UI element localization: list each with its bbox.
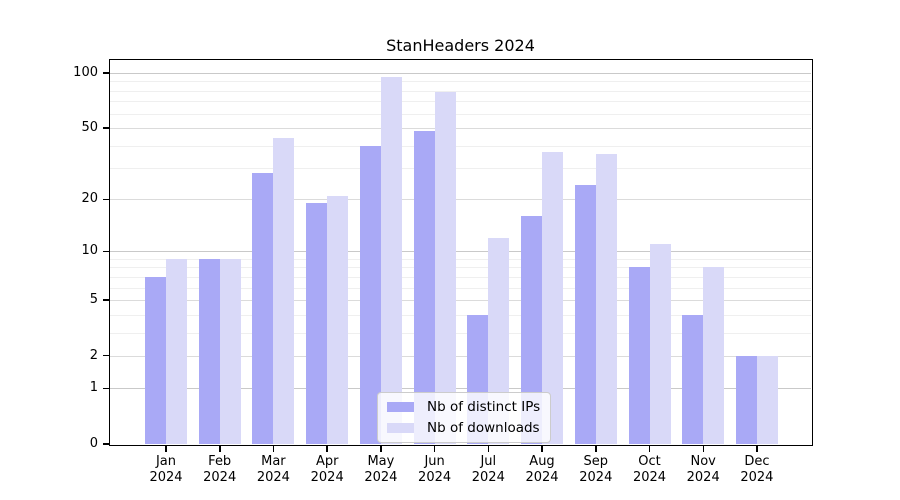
minor-gridline <box>110 90 811 92</box>
major-gridline <box>110 388 811 390</box>
bar <box>327 195 349 444</box>
y-axis-tick <box>102 127 109 129</box>
bar <box>756 355 778 444</box>
bar <box>682 314 704 444</box>
y-tick-label: 50 <box>81 119 98 135</box>
minor-gridline <box>110 81 811 83</box>
minor-gridline <box>110 314 811 316</box>
x-axis-tick <box>326 445 328 452</box>
x-axis-tick <box>165 445 167 452</box>
bar <box>359 145 381 444</box>
x-tick-label: Dec 2024 <box>740 454 774 485</box>
bar <box>574 185 596 444</box>
minor-gridline <box>110 267 811 269</box>
major-gridline <box>110 73 811 74</box>
x-axis-tick <box>756 445 758 452</box>
minor-gridline <box>110 258 811 260</box>
major-gridline <box>110 251 811 253</box>
bar <box>628 267 650 444</box>
major-gridline <box>110 127 811 129</box>
minor-gridline <box>110 332 811 334</box>
bar <box>380 77 402 444</box>
y-tick-label: 2 <box>89 347 98 363</box>
x-tick-label: Oct 2024 <box>632 454 667 485</box>
y-axis-tick <box>102 198 109 200</box>
x-axis-tick <box>272 445 275 452</box>
legend-swatch-distinct-ips <box>387 402 414 412</box>
legend-label-distinct-ips: Nb of distinct IPs <box>427 399 541 415</box>
x-axis-tick <box>595 445 597 452</box>
y-axis-tick <box>102 387 109 389</box>
bar <box>595 153 617 444</box>
x-tick-label: Apr 2024 <box>310 454 344 485</box>
minor-gridline <box>110 287 811 289</box>
bar <box>542 151 563 444</box>
x-tick-label: Nov 2024 <box>686 454 720 485</box>
bar <box>306 203 328 444</box>
legend-item-downloads: Nb of downloads <box>387 420 540 436</box>
minor-gridline <box>110 167 811 169</box>
minor-gridline <box>110 101 811 103</box>
y-tick-label: 0 <box>89 436 98 451</box>
bar <box>273 138 295 444</box>
bar <box>198 258 220 444</box>
y-tick-label: 10 <box>81 243 98 259</box>
legend: Nb of distinct IPs Nb of downloads <box>377 392 552 443</box>
x-axis-tick <box>541 445 543 452</box>
chart-title: StanHeaders 2024 <box>386 36 535 55</box>
y-tick-label: 20 <box>81 191 98 207</box>
legend-item-distinct-ips: Nb of distinct IPs <box>387 399 540 415</box>
major-gridline <box>110 300 811 301</box>
x-tick-label: Jan 2024 <box>149 454 183 485</box>
bar <box>735 355 757 444</box>
x-axis-tick <box>380 445 382 452</box>
minor-gridline <box>110 113 811 115</box>
bar <box>434 91 456 444</box>
legend-swatch-downloads <box>387 423 414 433</box>
x-axis-tick <box>648 445 651 452</box>
x-tick-label: Mar 2024 <box>256 454 290 485</box>
y-tick-label: 100 <box>73 65 98 80</box>
bar <box>413 131 435 444</box>
y-tick-label: 5 <box>89 292 98 307</box>
bar <box>703 267 725 444</box>
minor-gridline <box>110 276 811 278</box>
y-axis-tick <box>102 299 109 301</box>
x-tick-label: Jul 2024 <box>471 454 505 485</box>
bar <box>649 244 671 444</box>
x-tick-label: Aug 2024 <box>525 454 559 485</box>
x-tick-label: Sep 2024 <box>579 454 613 485</box>
x-axis-tick <box>702 445 704 452</box>
bar <box>166 258 187 444</box>
y-tick-label: 1 <box>89 380 98 396</box>
bar <box>219 258 241 444</box>
x-tick-label: Jun 2024 <box>418 454 452 485</box>
x-axis-tick <box>219 445 221 452</box>
y-axis-tick <box>102 354 109 357</box>
minor-gridline <box>110 145 811 147</box>
y-axis-tick <box>102 72 109 74</box>
bar <box>145 276 166 444</box>
bar <box>521 216 542 444</box>
x-tick-label: Feb 2024 <box>203 454 237 485</box>
major-gridline <box>110 199 811 201</box>
x-tick-label: May 2024 <box>364 454 398 485</box>
y-axis-tick <box>102 443 109 445</box>
x-axis-tick <box>433 445 436 452</box>
legend-label-downloads: Nb of downloads <box>427 420 540 436</box>
bar <box>252 173 274 444</box>
y-axis-tick <box>102 250 109 252</box>
major-gridline <box>110 355 811 357</box>
x-axis-tick <box>487 445 490 452</box>
